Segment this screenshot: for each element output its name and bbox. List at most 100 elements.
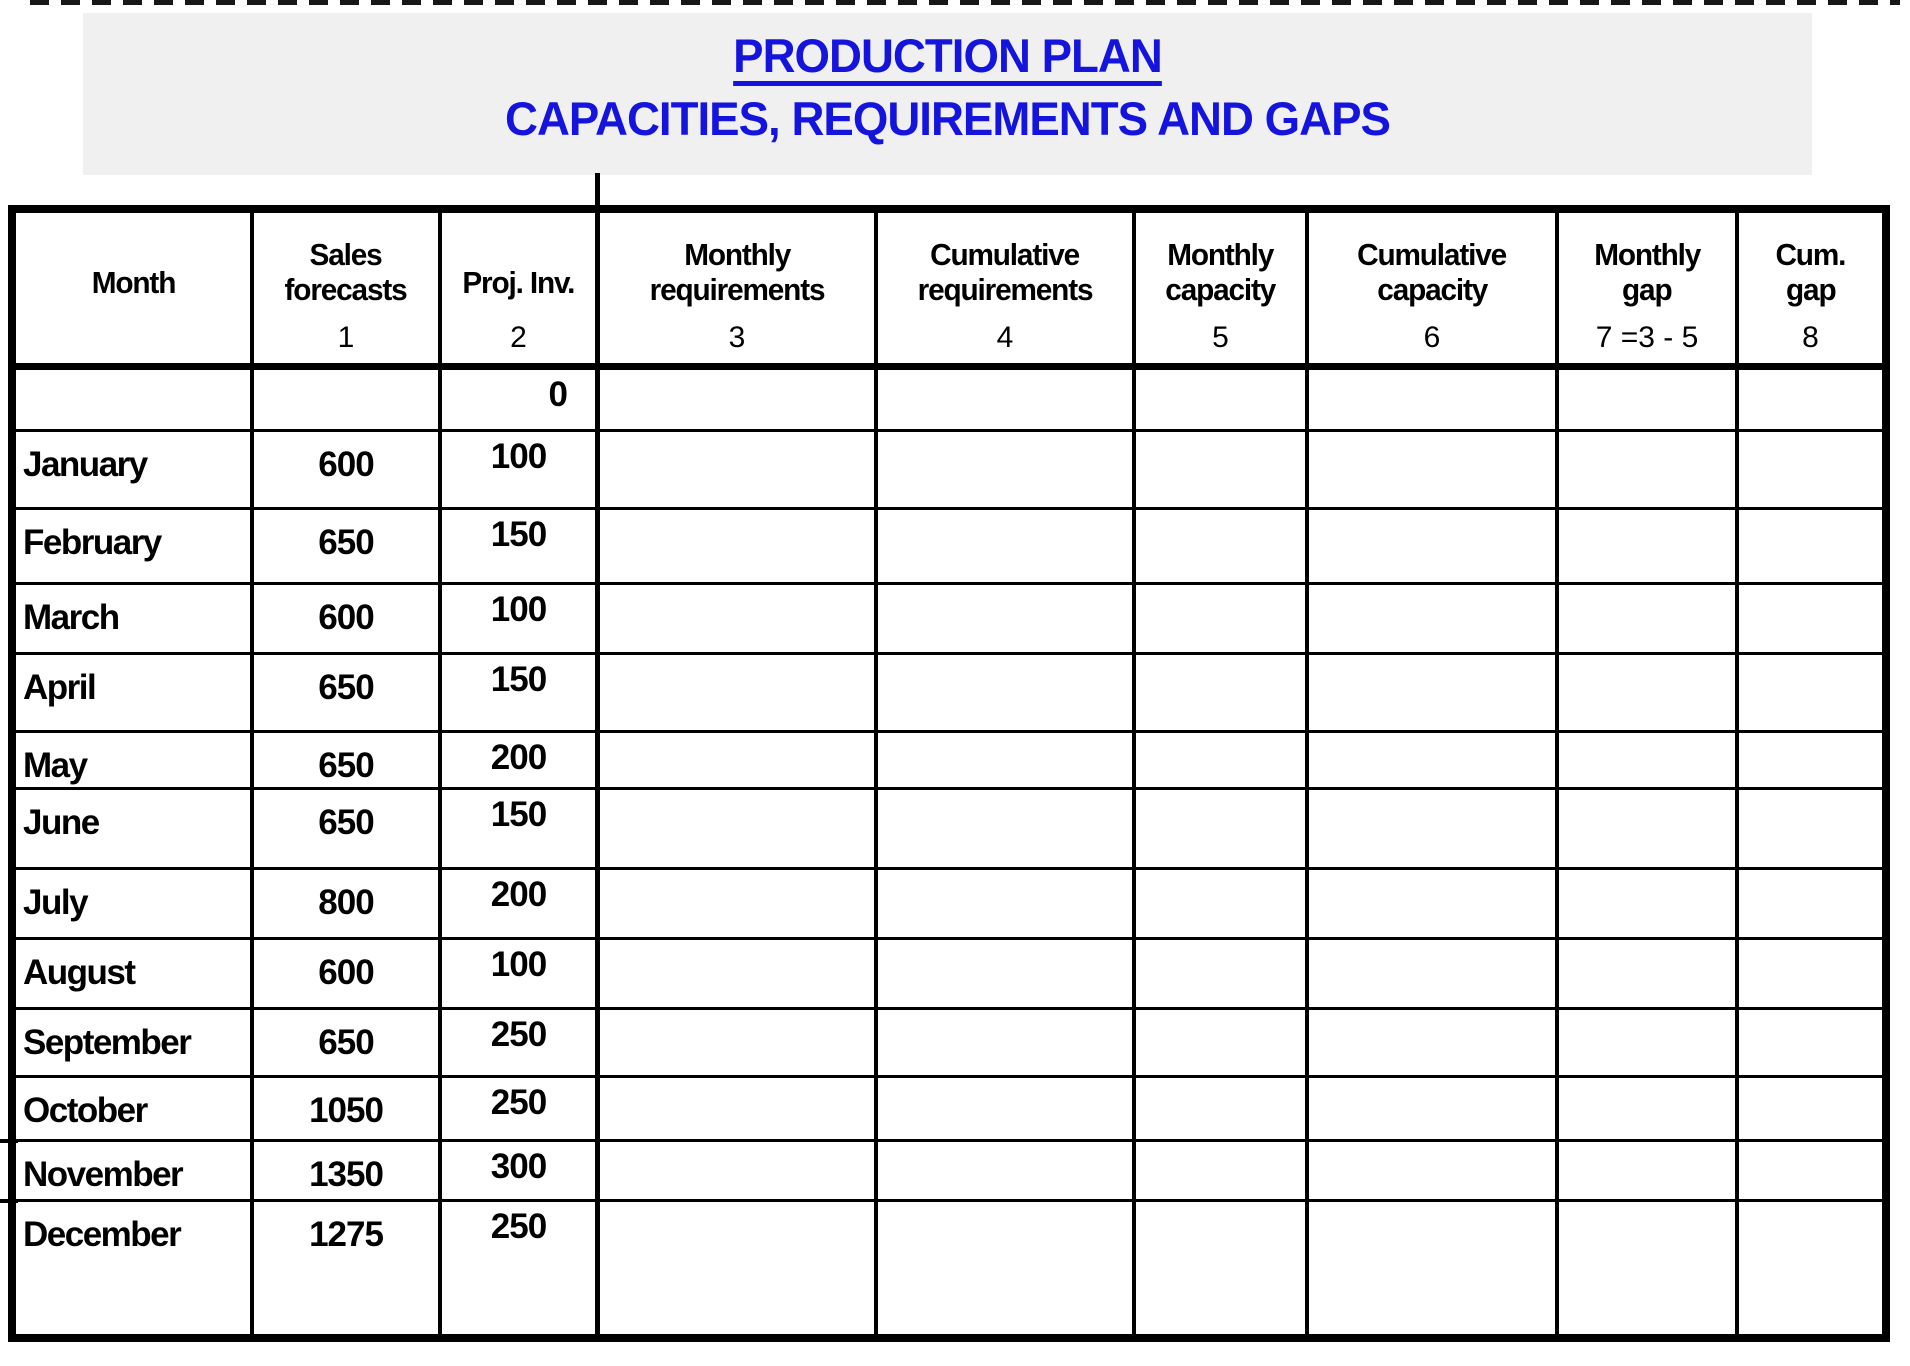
cum_gap-cell [1739, 655, 1882, 733]
monthly_cap-cell [1136, 370, 1305, 432]
cum_gap-cell [1739, 510, 1882, 585]
column-number: 1 [337, 320, 355, 354]
stray-line-1 [0, 1139, 18, 1143]
column-number: 4 [996, 320, 1014, 354]
top-edge-dashes [30, 0, 1900, 5]
proj_inv-cell: 200 [442, 870, 595, 940]
header-label: Monthly [1593, 237, 1701, 272]
proj_inv-cell: 100 [442, 585, 595, 655]
sales-cell: 650 [254, 655, 438, 733]
monthly_req-cell [600, 733, 874, 790]
header-label: Cumulative [1357, 237, 1508, 272]
monthly_cap-cell [1136, 940, 1305, 1010]
sales-cell: 1275 [309, 1215, 384, 1254]
cum_gap-cell [1739, 790, 1882, 870]
column-number: 3 [728, 320, 746, 354]
cum_cap-cell [1309, 1010, 1555, 1078]
column-header-proj_inv: Proj. Inv. 2 [442, 213, 595, 370]
column-month: Month January February March April May June Jul… [16, 213, 254, 1334]
monthly_cap-cell [1136, 585, 1305, 655]
header-label: requirements [649, 272, 826, 308]
column-header-cum_req: Cumulative requirements 4 [878, 213, 1132, 370]
proj_inv-cell: 300 [442, 1142, 595, 1202]
monthly_cap-cell [1136, 790, 1305, 870]
cum_req-cell [878, 510, 1132, 585]
header-label: Cumulative [930, 237, 1081, 272]
column-number: 5 [1212, 320, 1229, 354]
cum_req-cell [878, 790, 1132, 870]
cum_cap-cell [1309, 655, 1555, 733]
cum_gap-cell [1739, 733, 1882, 790]
cum_cap-cell [1309, 940, 1555, 1010]
header-label: Proj. Inv. [462, 265, 576, 300]
header-label: gap [1785, 272, 1837, 308]
monthly_gap-cell [1559, 790, 1735, 870]
cum_gap-cell [1739, 940, 1882, 1010]
page-title: PRODUCTION PLAN [733, 29, 1163, 82]
sales-cell [254, 370, 438, 432]
proj_inv-cell: 150 [442, 790, 595, 870]
header-label: Monthly [683, 237, 791, 272]
production-plan-table: Month January February March April May June Jul… [8, 205, 1890, 1342]
cum_req-cell [878, 940, 1132, 1010]
cum_req-cell [878, 870, 1132, 940]
stray-line-2 [0, 1199, 18, 1203]
column-header-sales: Sales forecasts 1 [254, 213, 438, 370]
monthly_cap-cell [1136, 510, 1305, 585]
cum_gap-cell [1739, 1078, 1882, 1142]
sales-cell: 1050 [254, 1078, 438, 1142]
sales-cell: 650 [254, 790, 438, 870]
monthly_cap-cell [1136, 1202, 1305, 1327]
proj_inv-cell: 150 [442, 655, 595, 733]
sales-cell: 650 [254, 733, 438, 790]
proj_inv-cell: 250 [442, 1078, 595, 1142]
monthly_cap-cell [1136, 655, 1305, 733]
header-label: forecasts [285, 272, 408, 308]
month-cell: November [16, 1142, 250, 1202]
monthly_req-cell [600, 655, 874, 733]
monthly_gap-cell [1559, 585, 1735, 655]
monthly_gap-cell [1559, 1010, 1735, 1078]
proj_inv-cell: 250 [442, 1010, 595, 1078]
monthly_gap-cell [1559, 733, 1735, 790]
column-header-cum_gap: Cum. gap 8 [1739, 213, 1882, 370]
cum_req-cell [878, 655, 1132, 733]
column-cum_req: Cumulative requirements 4 [878, 213, 1136, 1334]
proj_inv-cell: 250 [490, 1207, 547, 1246]
cum_cap-cell [1309, 870, 1555, 940]
monthly_gap-cell [1559, 1202, 1735, 1327]
monthly_gap-cell [1559, 940, 1735, 1010]
column-number: 7 =3 - 5 [1595, 320, 1699, 354]
proj_inv-cell: 150 [442, 510, 595, 585]
month-cell: August [16, 940, 250, 1010]
monthly_req-cell [600, 1078, 874, 1142]
month-cell: June [16, 790, 250, 870]
monthly_req-cell [600, 585, 874, 655]
header-label: Monthly [1167, 237, 1274, 272]
month-cell: March [16, 585, 250, 655]
monthly_gap-cell [1559, 870, 1735, 940]
sales-cell: 600 [254, 432, 438, 510]
cum_req-cell [878, 1078, 1132, 1142]
monthly_cap-cell [1136, 432, 1305, 510]
column-proj_inv: Proj. Inv. 2 0 100 150 100 150 200 150 200 100 250 2… [442, 213, 600, 1334]
cum_req-cell [878, 370, 1132, 432]
column-number: 2 [510, 320, 527, 354]
cum_req-cell [878, 733, 1132, 790]
monthly_gap-cell [1559, 1142, 1735, 1202]
monthly_gap-cell [1559, 655, 1735, 733]
sales-cell: 600 [254, 585, 438, 655]
sales-cell: 1350 [254, 1142, 438, 1202]
column-monthly_cap: Monthly capacity 5 [1136, 213, 1309, 1334]
monthly_cap-cell [1136, 733, 1305, 790]
cum_gap-cell [1739, 870, 1882, 940]
cum_gap-cell [1739, 1202, 1882, 1327]
column-header-month: Month [16, 213, 250, 370]
sales-cell: 650 [254, 510, 438, 585]
monthly_cap-cell [1136, 1010, 1305, 1078]
cum_req-cell [878, 1142, 1132, 1202]
monthly_gap-cell [1559, 432, 1735, 510]
month-cell: February [16, 510, 250, 585]
column-monthly_gap: Monthly gap 7 =3 - 5 [1559, 213, 1739, 1334]
cum_req-cell [878, 1010, 1132, 1078]
